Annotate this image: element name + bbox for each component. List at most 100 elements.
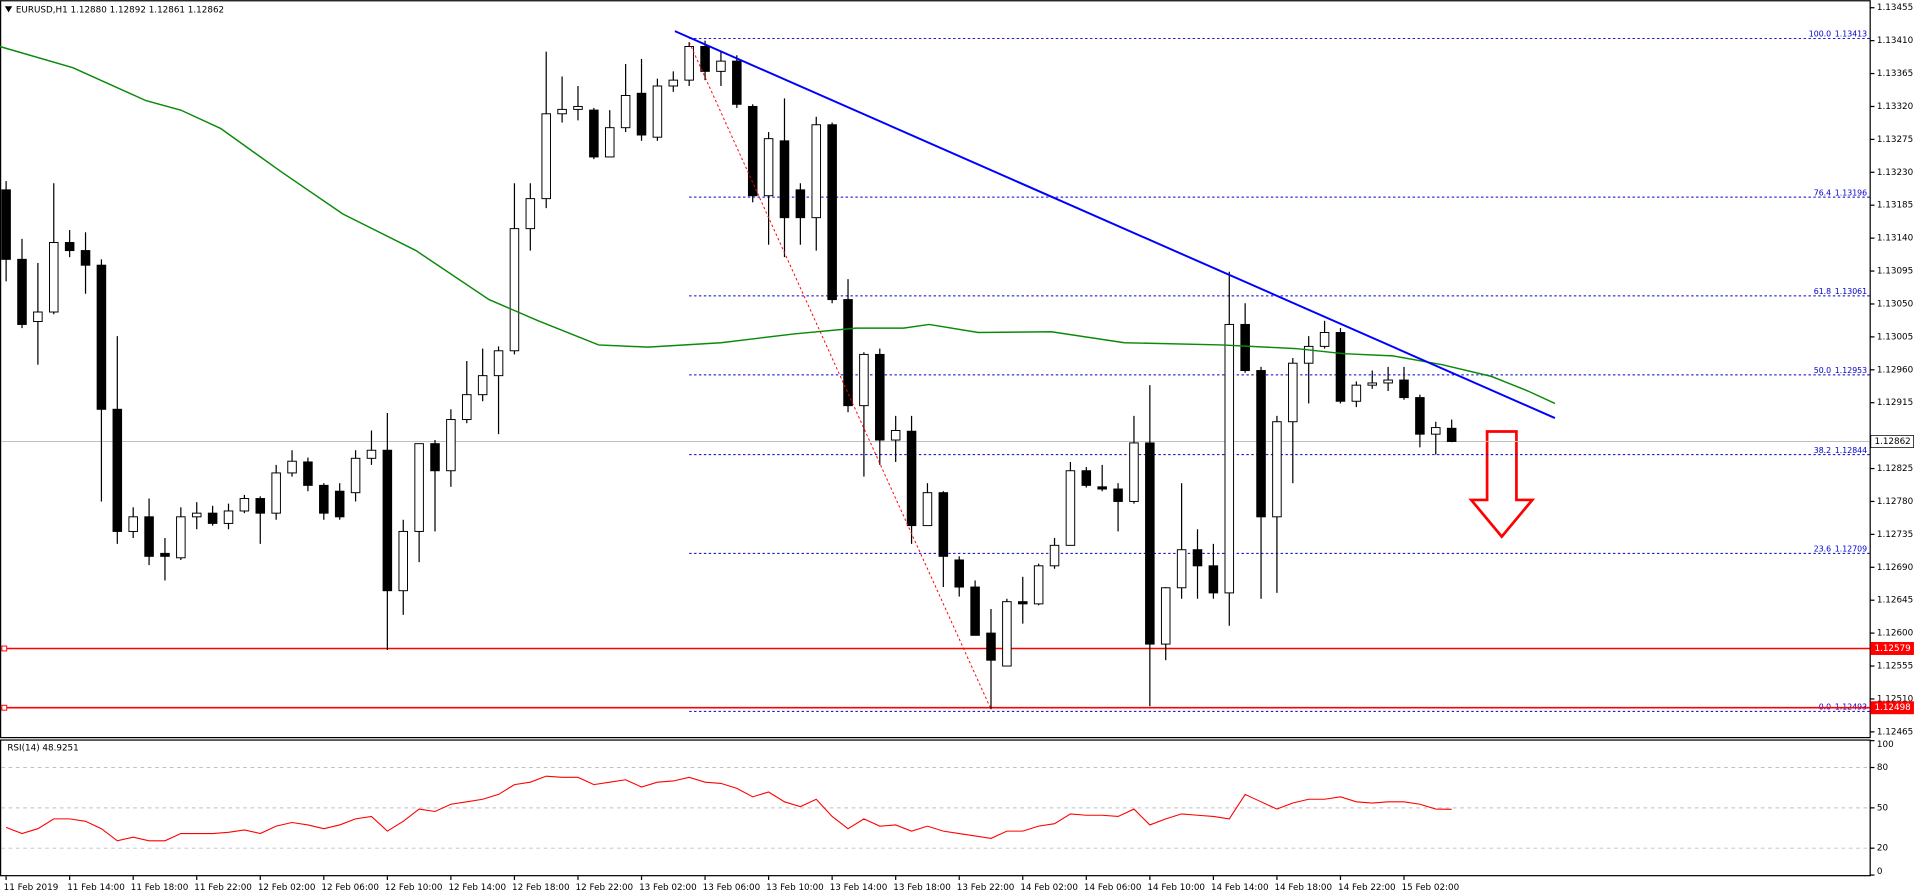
x-tick-label: 12 Feb 22:00	[576, 883, 634, 893]
candle-body-up	[509, 228, 520, 352]
candle-body-down	[144, 516, 154, 557]
x-tick-label: 11 Feb 18:00	[131, 883, 189, 893]
candle-body-down	[747, 105, 758, 197]
candle-body-up	[271, 472, 281, 514]
candle-body-down	[732, 60, 742, 105]
candle-body-up	[1272, 421, 1282, 518]
candle-body-up	[1129, 442, 1139, 502]
candle-body-up	[33, 311, 43, 323]
x-tick-label: 13 Feb 14:00	[830, 883, 888, 893]
y-tick-label: 1.12735	[1877, 530, 1913, 540]
candle-body-up	[763, 138, 774, 197]
candle-body-down	[1240, 323, 1250, 372]
y-tick-label: 1.13050	[1877, 299, 1913, 309]
candle-body-down	[96, 264, 107, 410]
candle-body-up	[1176, 549, 1187, 589]
candle-body-up	[191, 512, 202, 518]
candle-body-down	[589, 109, 599, 158]
fibo-label: 23.6 1.12709	[1814, 544, 1867, 553]
candle-body-down	[1192, 549, 1203, 567]
candle-body-up	[525, 198, 536, 230]
x-tick-label: 12 Feb 10:00	[385, 883, 443, 893]
candle-body-up	[890, 430, 901, 441]
down-arrow	[1468, 430, 1536, 539]
candle-body-down	[795, 189, 806, 219]
level-handle	[1, 704, 8, 711]
y-tick-label: 1.12600	[1877, 629, 1913, 639]
candle-body-up	[604, 127, 615, 158]
candle-body-up	[922, 492, 933, 527]
candle-body-up	[477, 375, 488, 396]
fibo-label: 38.2 1.12844	[1814, 445, 1867, 454]
fibo-price: 1.13061	[1835, 287, 1867, 296]
candle-body-down	[112, 408, 123, 532]
candle-body-down	[875, 353, 885, 441]
fibo-label: 76.4 1.13196	[1814, 188, 1867, 197]
fibo-price: 1.12953	[1835, 366, 1867, 375]
x-tick-label: 13 Feb 10:00	[766, 883, 824, 893]
x-tick-label: 12 Feb 14:00	[448, 883, 506, 893]
candle-body-down	[1017, 601, 1028, 605]
candle-body-up	[716, 60, 726, 72]
y-tick-label: 1.12780	[1877, 497, 1913, 507]
level-label: 1.12579	[1874, 644, 1910, 654]
rsi-tick-label: 80	[1877, 763, 1888, 773]
y-tick-label: 1.12555	[1877, 662, 1913, 672]
candle-body-down	[17, 258, 27, 325]
rsi-tick-label: 0	[1877, 867, 1883, 877]
rsi-tick-label: 50	[1877, 803, 1888, 813]
y-tick-label: 1.13320	[1877, 102, 1913, 112]
fibo-ratio: 38.2	[1814, 445, 1831, 454]
y-tick-label: 1.12510	[1877, 694, 1913, 704]
candle-body-down	[1208, 565, 1219, 594]
candle-body-down	[1097, 486, 1107, 490]
y-tick-label: 1.13275	[1877, 135, 1913, 145]
candle-body-up	[1367, 382, 1378, 386]
candle-body-down	[954, 559, 964, 588]
y-tick-label: 1.12825	[1877, 464, 1913, 474]
candle-body-up	[1002, 601, 1012, 667]
rsi-tick-label: 100	[1877, 740, 1894, 750]
x-tick-label: 12 Feb 06:00	[321, 883, 379, 893]
fibo-price: 1.13196	[1835, 188, 1867, 197]
candle-body-down	[1399, 379, 1409, 399]
y-tick-label: 1.12690	[1877, 563, 1913, 573]
x-tick-label: 14 Feb 18:00	[1274, 883, 1332, 893]
candle-body-up	[541, 113, 551, 200]
x-tick-label: 12 Feb 02:00	[258, 883, 316, 893]
candle-body-up	[652, 85, 663, 138]
candle-body-up	[350, 457, 361, 494]
level-label-box	[1870, 701, 1914, 715]
candle-body-down	[1, 189, 11, 260]
x-tick-label: 11 Feb 14:00	[67, 883, 125, 893]
fibo-ratio: 76.4	[1814, 188, 1831, 197]
candle-body-down	[827, 124, 837, 301]
candle-body-down	[1081, 470, 1092, 486]
candle-body-up	[620, 95, 631, 129]
candle-body-up	[493, 350, 504, 377]
candle-body-up	[176, 516, 186, 559]
moving-average	[0, 45, 1556, 405]
rsi-line	[5, 775, 1452, 842]
x-tick-label: 13 Feb 18:00	[893, 883, 951, 893]
candle-body-down	[700, 46, 710, 72]
x-tick-label: 13 Feb 02:00	[639, 883, 697, 893]
candle-body-down	[64, 242, 75, 252]
y-tick-label: 1.12645	[1877, 596, 1913, 606]
candle-body-up	[859, 353, 869, 407]
fibo-price: 1.13413	[1835, 29, 1867, 38]
collapse-icon[interactable]	[4, 6, 13, 13]
candle-body-up	[1383, 379, 1393, 384]
x-tick-label: 11 Feb 2019	[4, 883, 59, 893]
candle-body-up	[1065, 470, 1076, 546]
trendline	[674, 30, 1556, 419]
candle-body-up	[48, 242, 59, 313]
fibo-ratio: 0.0	[1819, 702, 1831, 711]
candle-body-up	[1288, 362, 1298, 423]
x-tick-label: 13 Feb 06:00	[703, 883, 761, 893]
candle-body-up	[462, 394, 472, 421]
candle-body-down	[779, 140, 790, 219]
candle-body-up	[446, 419, 456, 472]
